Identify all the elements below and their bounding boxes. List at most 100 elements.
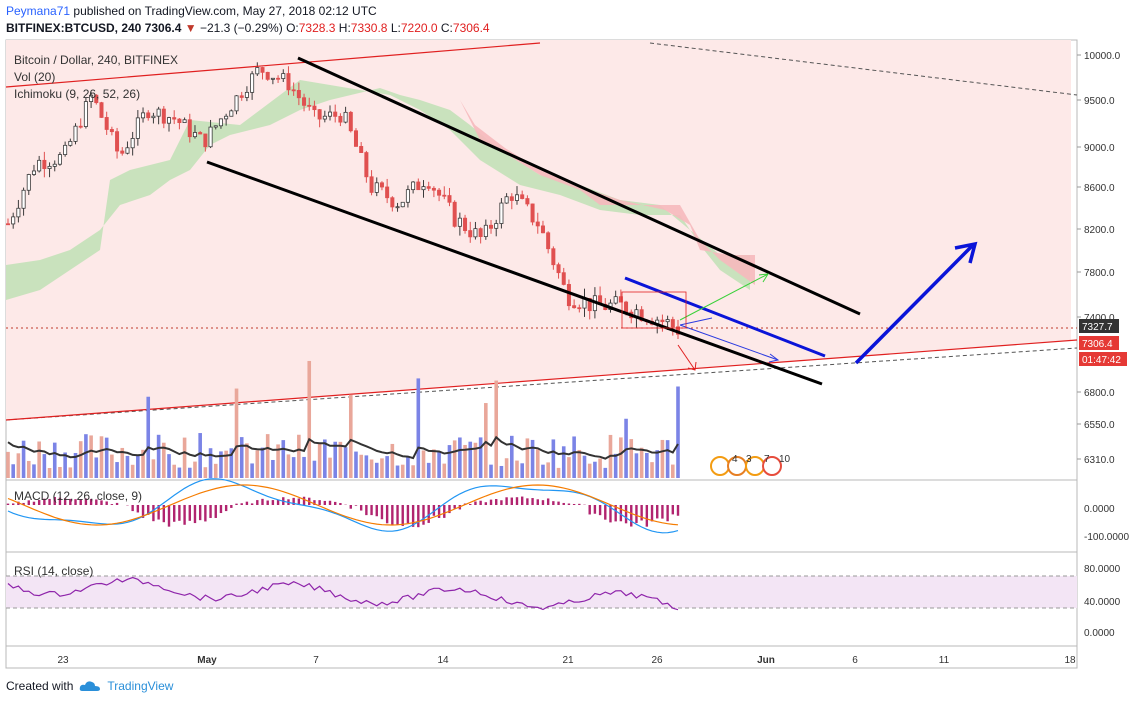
candle-body xyxy=(151,115,156,119)
macd-histogram-bar xyxy=(453,505,456,509)
candle-body xyxy=(68,140,73,146)
candle-body xyxy=(624,301,629,313)
volume-bar xyxy=(239,437,244,478)
macd-legend[interactable]: MACD (12, 26, close, 9) xyxy=(14,489,143,503)
volume-bar xyxy=(260,447,265,478)
candle-body xyxy=(78,125,83,128)
rsi-band xyxy=(6,576,1077,608)
macd-histogram-bar xyxy=(183,505,186,525)
candle-body xyxy=(514,194,519,201)
volume-bar xyxy=(255,450,260,478)
rsi-line xyxy=(7,576,679,611)
volume-bar xyxy=(629,439,634,478)
volume-bar xyxy=(167,454,171,478)
volume-bar xyxy=(587,463,592,478)
volume-bar xyxy=(193,461,197,478)
macd-line xyxy=(7,478,679,534)
macd-histogram-bar xyxy=(188,505,191,521)
candle-body xyxy=(333,111,338,117)
macd-histogram-bar xyxy=(48,498,51,505)
header-line-1: Peymana71 published on TradingView.com, … xyxy=(6,4,377,18)
published-text: published on TradingView.com, May 27, 20… xyxy=(73,4,377,18)
macd-histogram-bar xyxy=(69,498,72,505)
volume-bar xyxy=(577,449,582,478)
time-axis[interactable]: 23 May 7 14 21 26 Jun 6 11 18 xyxy=(57,655,1076,666)
blue-trendline xyxy=(624,276,826,358)
macd-histogram-bar xyxy=(650,505,654,522)
flag-count-3: 7 xyxy=(764,454,770,465)
time-tick-label: 11 xyxy=(939,655,950,666)
macd-histogram-bar xyxy=(370,505,373,516)
macd-histogram-bar xyxy=(224,505,228,512)
tradingview-cloud-icon xyxy=(80,681,101,691)
volume-bar xyxy=(271,459,275,478)
macd-histogram-bar xyxy=(380,505,384,520)
dashed-resistance-line xyxy=(649,42,1078,96)
candle-body xyxy=(437,189,442,196)
volume-bar xyxy=(52,442,57,478)
macd-histogram-bar xyxy=(141,505,145,518)
candle-body xyxy=(348,111,353,132)
price-tick-label: 9500.0 xyxy=(1084,96,1115,107)
high-value: 7330.8 xyxy=(350,21,388,35)
macd-histogram-bar xyxy=(391,505,394,525)
macd-histogram-bar xyxy=(136,505,140,513)
volume-bar xyxy=(317,443,322,478)
candle-body xyxy=(198,132,203,135)
candle-body xyxy=(47,165,52,169)
volume-bar xyxy=(11,464,15,478)
macd-histogram-bar xyxy=(328,500,332,505)
time-tick-label: 26 xyxy=(651,655,663,666)
channel-lower-line xyxy=(206,160,823,386)
candle-body xyxy=(317,109,322,120)
price-tick-label: 7800.0 xyxy=(1084,268,1115,279)
macd-histogram-bar xyxy=(147,505,150,515)
macd-histogram-bar xyxy=(505,497,508,505)
macd-tick-0: 0.0000 xyxy=(1084,504,1115,515)
candle-body xyxy=(52,163,57,167)
red-upper-trendline xyxy=(5,42,541,88)
author-link[interactable]: Peymana71 xyxy=(6,4,71,18)
tradingview-link[interactable]: TradingView xyxy=(107,679,174,693)
candle-body xyxy=(577,307,582,310)
volume-bar xyxy=(447,445,452,478)
volume-legend[interactable]: Vol (20) xyxy=(14,70,56,84)
price-change: −21.3 (−0.29%) xyxy=(199,21,283,35)
volume-bar xyxy=(354,451,358,478)
volume-bar xyxy=(245,443,249,478)
candle-body xyxy=(120,150,125,154)
rsi-legend[interactable]: RSI (14, close) xyxy=(14,564,94,578)
macd-histogram-bar xyxy=(74,499,77,505)
candle-body xyxy=(26,174,31,191)
candle-body xyxy=(395,206,400,209)
macd-histogram-bar xyxy=(526,498,529,505)
volume-bar xyxy=(125,455,130,478)
candle-body xyxy=(328,111,333,117)
candle-body xyxy=(73,125,78,142)
candle-body xyxy=(167,117,172,124)
macd-histogram-bar xyxy=(469,504,472,505)
event-flags[interactable]: 4 3 7 10 xyxy=(710,454,791,476)
volume-bar xyxy=(369,459,374,478)
ichimoku-legend[interactable]: Ichimoku (9, 26, 52, 26) xyxy=(14,87,141,101)
candle-body xyxy=(556,264,561,274)
volume-bar xyxy=(442,463,447,478)
low-value: 7220.0 xyxy=(400,21,438,35)
candle-body xyxy=(385,186,390,199)
volume-bar xyxy=(234,388,239,478)
volume-bar xyxy=(463,444,467,478)
candle-body xyxy=(161,108,166,124)
candle-body xyxy=(141,112,146,119)
candle-body xyxy=(146,112,151,119)
macd-histogram-bar xyxy=(193,505,197,524)
volume-bar xyxy=(535,449,540,478)
volume-bar xyxy=(665,440,670,478)
candle-body xyxy=(302,97,307,106)
price-axis[interactable]: 10000.0 9500.0 9000.0 8600.0 8200.0 7800.0 740… xyxy=(1077,51,1121,466)
macd-histogram-bar xyxy=(115,502,119,505)
candle-body xyxy=(37,159,42,172)
volume-bar xyxy=(416,378,421,478)
volume-bar xyxy=(556,467,561,478)
candle-body xyxy=(618,296,623,303)
